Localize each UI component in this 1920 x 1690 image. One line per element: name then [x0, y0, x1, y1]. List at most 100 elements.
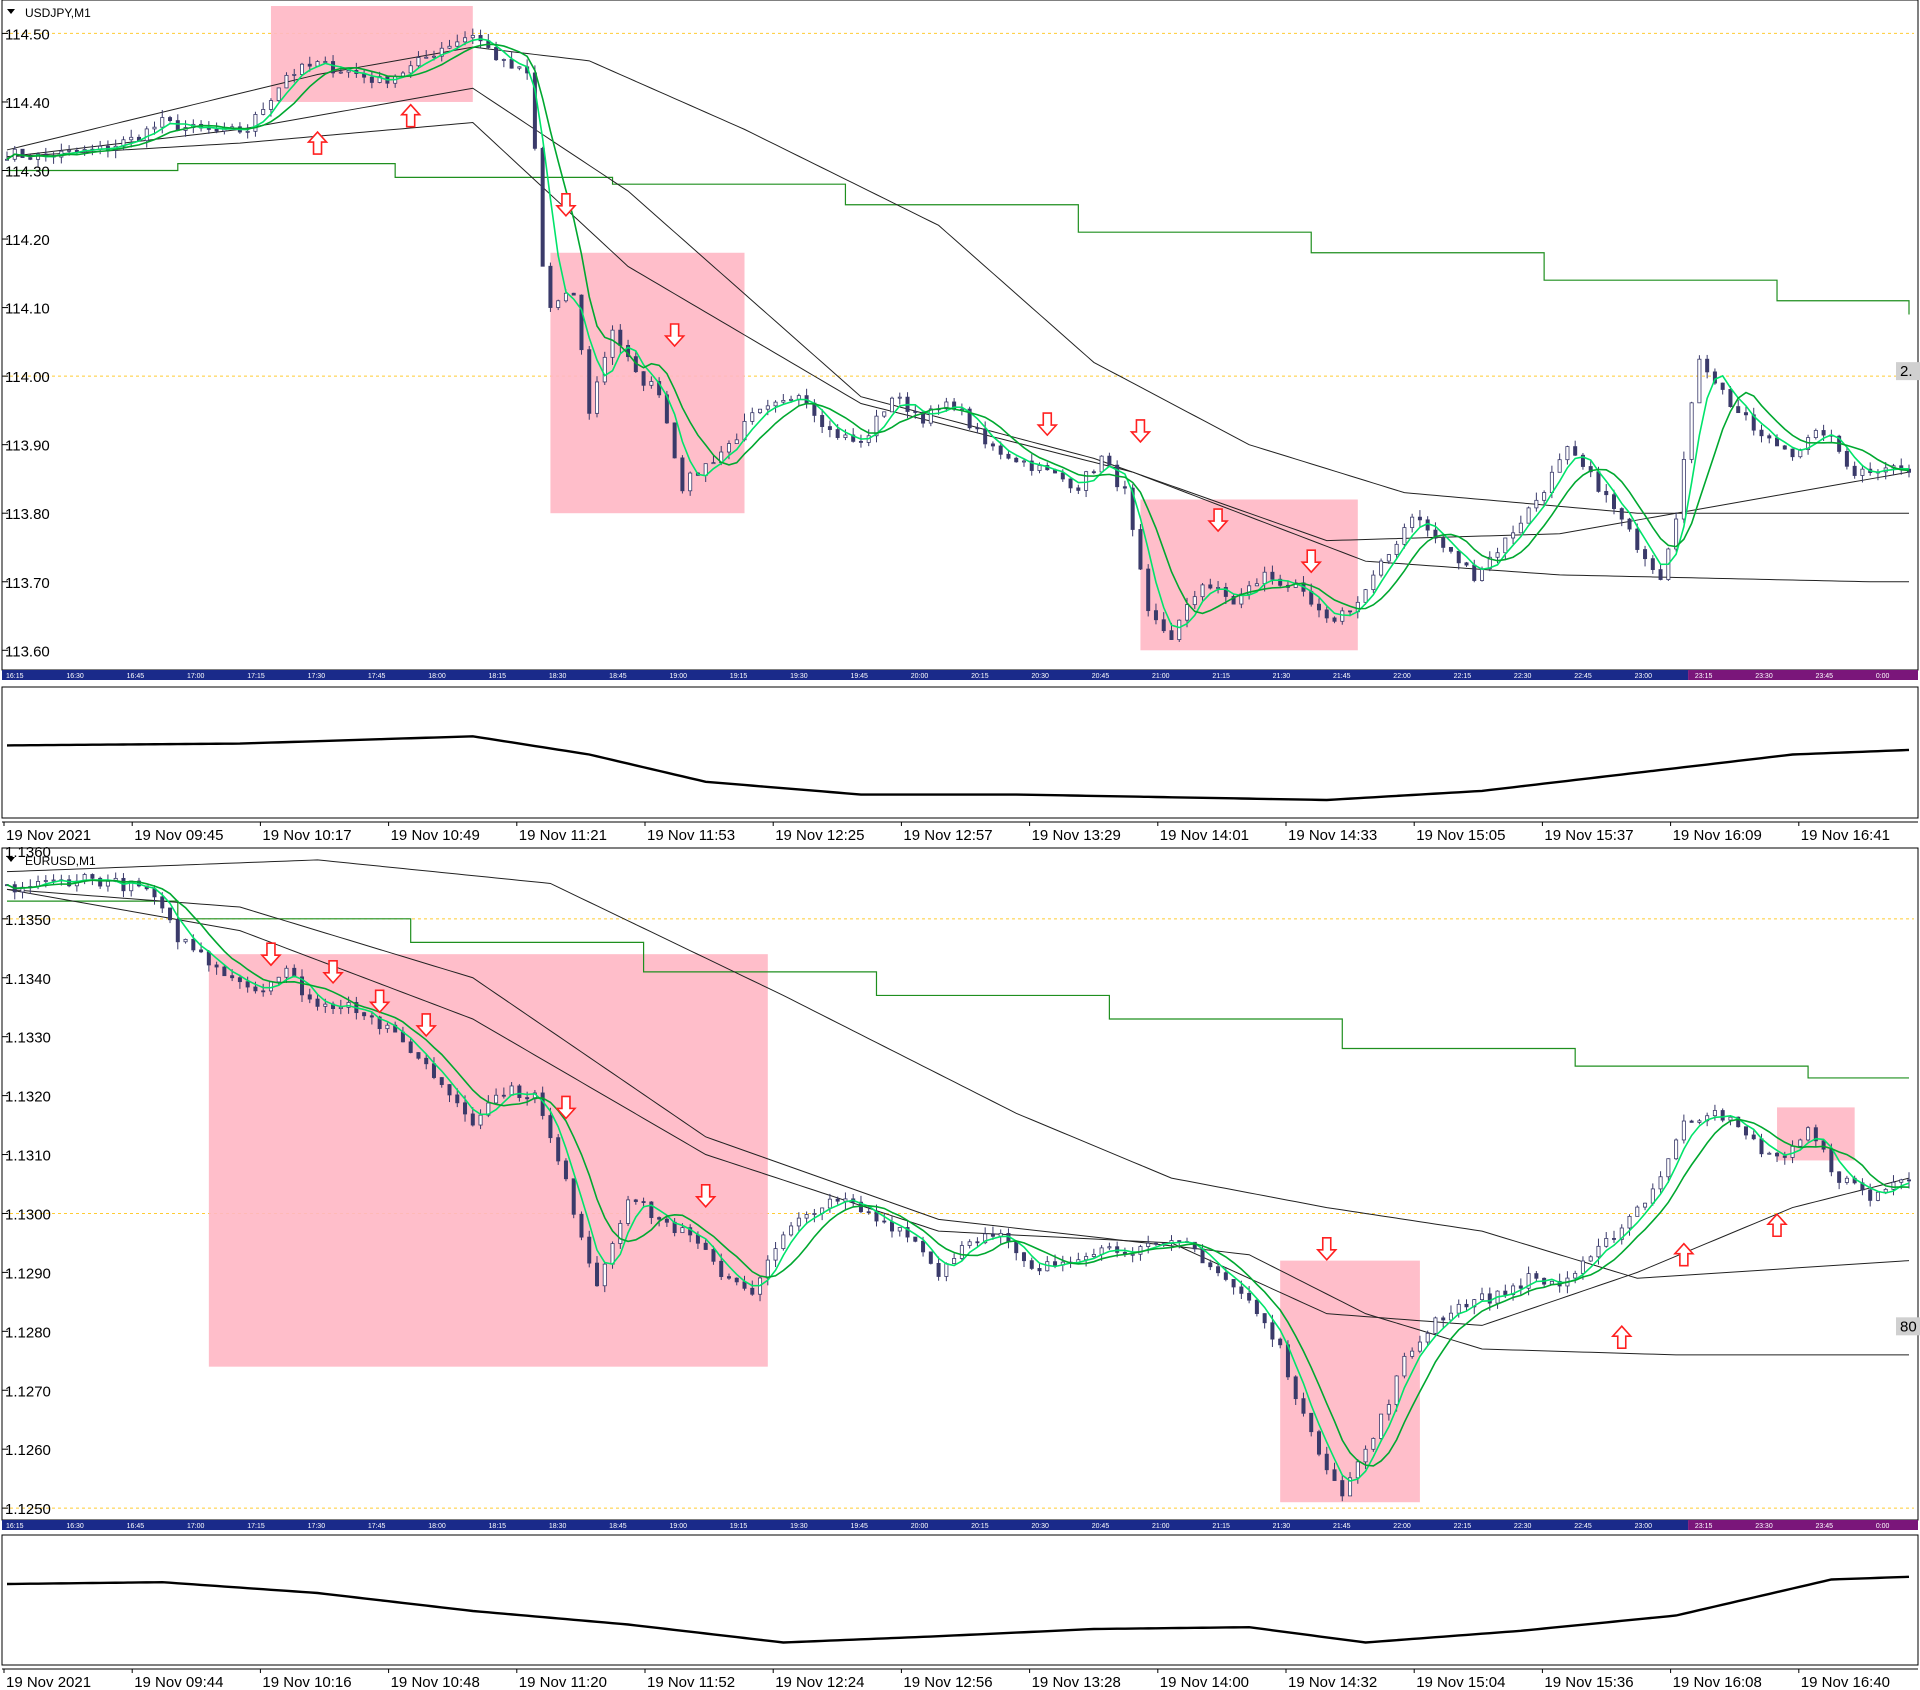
candle-body [595, 381, 600, 414]
candle-body [1348, 610, 1353, 613]
candle-body [781, 1234, 786, 1250]
candle-body [610, 1243, 615, 1265]
candle-body [1402, 527, 1407, 545]
dropdown-triangle-icon[interactable] [7, 857, 15, 862]
candle-body [1037, 465, 1042, 471]
strip-time-label: 21:15 [1212, 1523, 1230, 1530]
candle-body [431, 55, 436, 58]
candle-body [369, 76, 374, 83]
time-axis-label: 19 Nov 14:33 [1288, 827, 1377, 844]
candle-body [1029, 460, 1034, 471]
candle-body [276, 976, 281, 983]
candle-body [494, 1094, 499, 1104]
ma-slow-1-line [6, 87, 1910, 542]
candle-body [1223, 587, 1228, 597]
candle-body [1309, 590, 1314, 605]
candle-body [525, 1097, 530, 1100]
candle-body [1728, 1116, 1733, 1121]
candle-body [1759, 429, 1764, 437]
strip-time-label: 17:45 [368, 673, 386, 680]
candle-body [1324, 609, 1329, 619]
candle-body [975, 427, 980, 430]
candle-body [1813, 1127, 1818, 1142]
candle-body [400, 72, 405, 77]
candle-body [851, 434, 856, 442]
candle-body [1868, 1189, 1873, 1201]
candle-body [1332, 617, 1337, 622]
strip-time-label: 19:15 [730, 1523, 748, 1530]
candle-body [408, 65, 413, 74]
candle-body [1084, 1256, 1089, 1261]
time-axis-label: 19 Nov 15:05 [1416, 827, 1505, 844]
candle-body [1107, 455, 1112, 466]
strip-time-label: 22:30 [1514, 1523, 1532, 1530]
candle-body [1907, 1179, 1912, 1182]
strip-time-label: 18:15 [489, 673, 507, 680]
candle-body [1775, 1152, 1780, 1157]
candle-body [1448, 546, 1453, 552]
candle-body [1153, 610, 1158, 621]
candle-body [385, 1024, 390, 1030]
candle-body [206, 951, 211, 966]
candle-body [711, 462, 716, 465]
candle-body [447, 45, 452, 49]
candle-body [952, 1258, 957, 1264]
candle-body [1223, 1272, 1228, 1280]
candle-body [478, 34, 483, 42]
arrow-down-icon [1036, 412, 1059, 437]
candle-body [1681, 1120, 1686, 1141]
candle-body [1270, 571, 1275, 580]
strip-time-label: 0:00 [1876, 1523, 1890, 1530]
candle-body [1417, 1341, 1422, 1352]
time-axis-label: 19 Nov 12:25 [775, 827, 864, 844]
candle-body [1441, 537, 1446, 548]
candle-body [1588, 1256, 1593, 1262]
candle-body [1456, 1303, 1461, 1314]
price-tick-label: 1.1360 [5, 844, 51, 861]
candle-body [1580, 1260, 1585, 1274]
candle-body [230, 975, 235, 979]
strip-time-label: 23:30 [1755, 1523, 1773, 1530]
strip-time-label: 23:30 [1755, 673, 1773, 680]
time-axis-label: 19 Nov 11:20 [519, 1674, 607, 1690]
candle-body [245, 981, 250, 988]
candle-body [1472, 564, 1477, 581]
candle-body [1425, 1332, 1430, 1343]
candle-body [1743, 412, 1748, 416]
strip-time-label: 22:15 [1454, 673, 1472, 680]
dropdown-triangle-icon[interactable] [7, 9, 15, 14]
candle-body [261, 109, 266, 115]
strip-time-label: 21:45 [1333, 1523, 1351, 1530]
candle-body [765, 1259, 770, 1279]
candle-body [284, 967, 289, 978]
candle-body [222, 966, 227, 977]
candle-body [1278, 1338, 1283, 1346]
strip-time-label: 22:45 [1574, 673, 1592, 680]
arrow-down-icon [322, 960, 344, 985]
candle-body [1355, 1461, 1360, 1479]
candle-body [571, 1178, 576, 1215]
candle-body [43, 880, 48, 882]
candle-body [680, 457, 685, 492]
candle-body [98, 877, 103, 887]
candle-body [455, 1094, 460, 1104]
candle-body [913, 411, 918, 413]
candle-body [1402, 1355, 1407, 1377]
strip-time-label: 19:15 [730, 673, 748, 680]
time-axis-label: 19 Nov 15:37 [1544, 827, 1633, 844]
time-axis-label: 19 Nov 10:49 [391, 827, 480, 844]
strip-time-label: 22:45 [1574, 1523, 1592, 1530]
candle-body [1759, 1138, 1764, 1155]
candle-body [1122, 486, 1127, 489]
candle-body [1619, 1227, 1624, 1240]
candle-body [1573, 446, 1578, 456]
candle-body [1394, 1375, 1399, 1405]
time-axis-label: 19 Nov 16:09 [1673, 827, 1762, 844]
candle-body [1821, 430, 1826, 436]
candle-body [424, 1057, 429, 1065]
candle-body [657, 1217, 662, 1220]
candle-body [1860, 468, 1865, 476]
candle-body [1316, 603, 1321, 611]
candle-body [261, 990, 266, 993]
highlight-zone [1280, 1260, 1420, 1503]
